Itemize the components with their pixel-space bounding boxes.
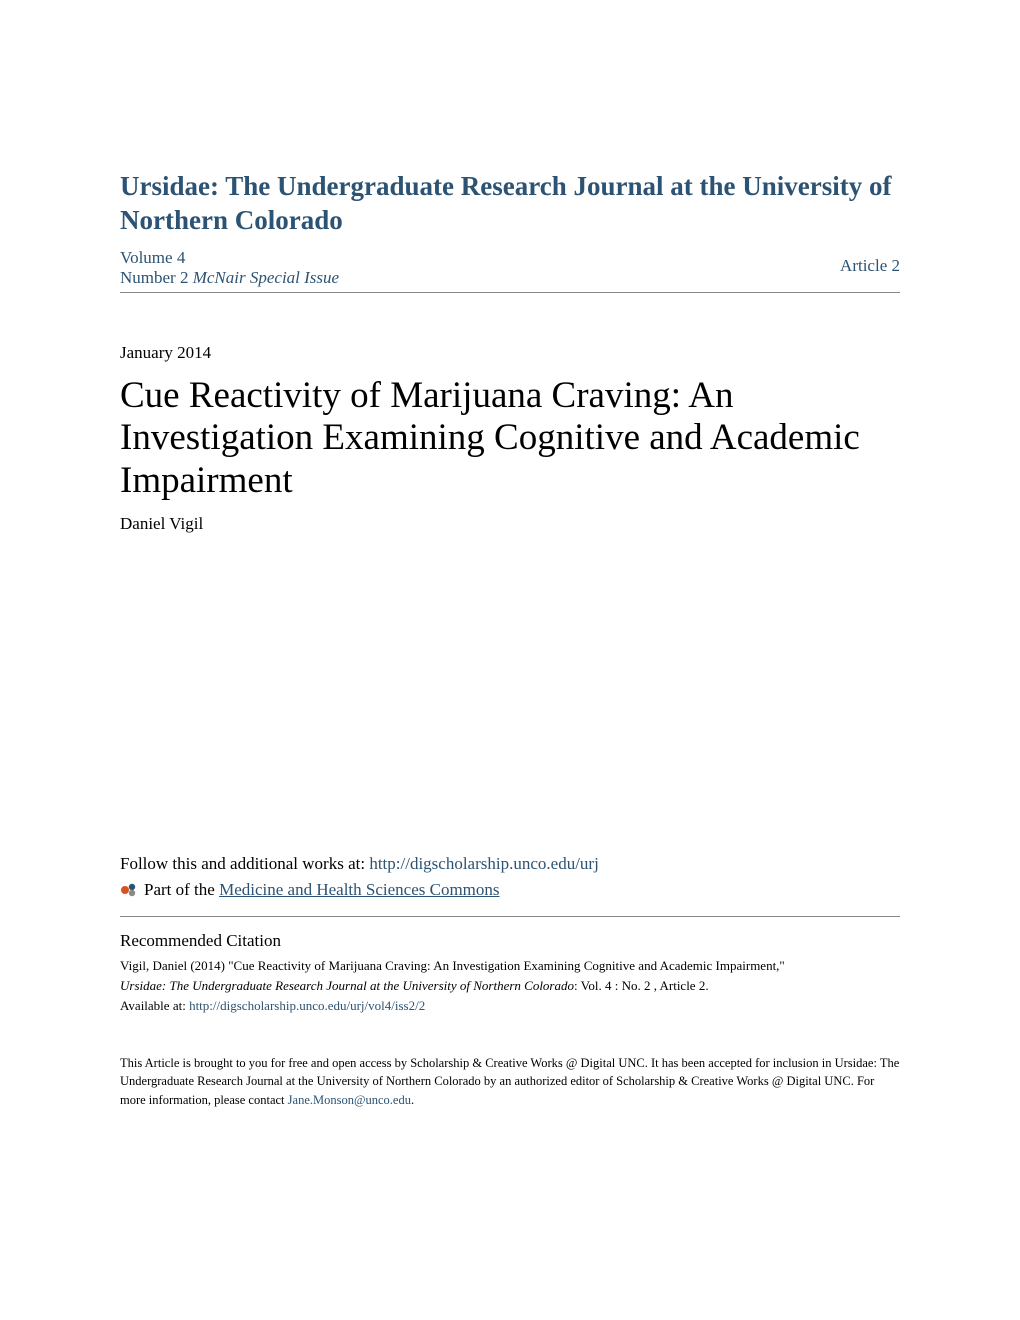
issue-name: McNair Special Issue bbox=[193, 268, 339, 287]
citation-line1: Vigil, Daniel (2014) "Cue Reactivity of … bbox=[120, 957, 900, 975]
network-icon bbox=[120, 881, 138, 899]
follow-section: Follow this and additional works at: htt… bbox=[120, 854, 900, 874]
partof-section: Part of the Medicine and Health Sciences… bbox=[120, 880, 900, 917]
publication-date: January 2014 bbox=[120, 343, 900, 363]
available-prefix: Available at: bbox=[120, 998, 189, 1013]
article-title: Cue Reactivity of Marijuana Craving: An … bbox=[120, 375, 900, 503]
partof-prefix: Part of the bbox=[144, 880, 219, 899]
partof-text: Part of the Medicine and Health Sciences… bbox=[144, 880, 500, 900]
meta-left: Volume 4 Number 2 McNair Special Issue bbox=[120, 248, 339, 288]
journal-title-link[interactable]: Ursidae: The Undergraduate Research Jour… bbox=[120, 170, 900, 238]
author-name: Daniel Vigil bbox=[120, 514, 900, 534]
follow-prefix: Follow this and additional works at: bbox=[120, 854, 369, 873]
article-link[interactable]: Article 2 bbox=[840, 248, 900, 276]
volume-link[interactable]: Volume 4 bbox=[120, 248, 339, 268]
issue-line: Number 2 McNair Special Issue bbox=[120, 268, 339, 288]
available-at: Available at: http://digscholarship.unco… bbox=[120, 998, 900, 1014]
partof-link[interactable]: Medicine and Health Sciences Commons bbox=[219, 880, 499, 899]
footer-email-link[interactable]: Jane.Monson@unco.edu bbox=[288, 1093, 411, 1107]
issue-number-link[interactable]: Number 2 bbox=[120, 268, 188, 287]
footer-text: This Article is brought to you for free … bbox=[120, 1054, 900, 1110]
footer-body: This Article is brought to you for free … bbox=[120, 1056, 899, 1108]
citation-heading: Recommended Citation bbox=[120, 931, 900, 951]
citation-line2: Ursidae: The Undergraduate Research Jour… bbox=[120, 977, 900, 995]
available-link[interactable]: http://digscholarship.unco.edu/urj/vol4/… bbox=[189, 998, 425, 1013]
footer-period: . bbox=[411, 1093, 414, 1107]
meta-row: Volume 4 Number 2 McNair Special Issue A… bbox=[120, 248, 900, 293]
citation-journal: Ursidae: The Undergraduate Research Jour… bbox=[120, 978, 574, 993]
follow-link[interactable]: http://digscholarship.unco.edu/urj bbox=[369, 854, 598, 873]
citation-suffix: : Vol. 4 : No. 2 , Article 2. bbox=[574, 978, 709, 993]
